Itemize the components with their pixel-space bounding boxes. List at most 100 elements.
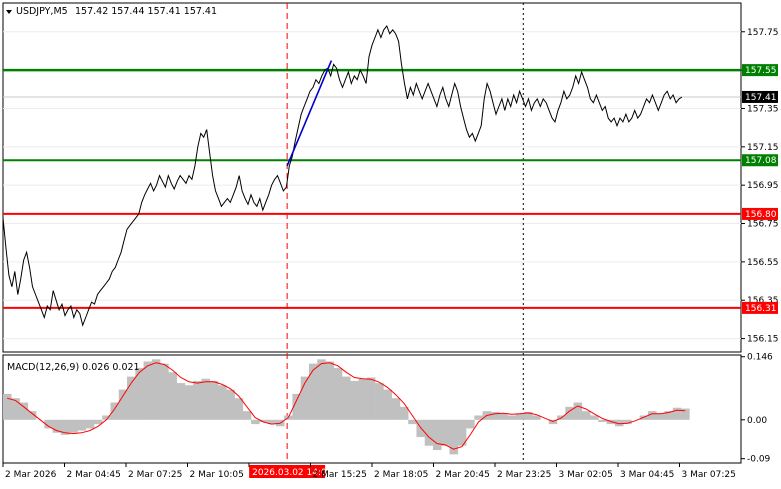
macd-bar [664,411,674,420]
level-tag-bg [742,154,778,167]
macd-bar [408,419,417,425]
price-panel-frame [2,2,742,353]
macd-bar [151,359,161,420]
y-tick-label: 156.35 [747,296,779,306]
macd-bar [474,415,483,420]
horizontal-levels[interactable] [3,68,741,309]
macd-bar [3,393,12,420]
level-tag: 156.80 [745,210,777,220]
macd-signal-line [6,362,686,450]
ohlc-values: 157.42 157.44 157.41 157.41 [75,6,217,17]
macd-bar [573,402,583,420]
price-gridlines [3,31,741,340]
x-tick-label: 2 Mar 23:25 [497,470,551,480]
macd-bar [251,419,260,425]
price-tags: 157.55 157.08 156.80 156.31 157.41 [742,64,778,314]
macd-bar [515,413,525,420]
macd-bar [44,419,53,429]
macd-bar [226,389,235,420]
macd-bar [242,411,252,420]
macd-bar [201,378,211,420]
macd-bar [565,406,574,420]
macd-tick-label: 0.00 [747,416,767,426]
triangle-down-icon[interactable] [6,10,12,14]
x-tick-label: 2 Mar 07:25 [128,470,182,480]
macd-bar [77,419,86,431]
current-price-tag: 157.41 [745,93,777,103]
macd-bar [160,363,169,420]
macd-bar [234,398,244,420]
x-tick-label: 2 Mar 15:25 [313,470,367,480]
macd-bar [366,377,376,420]
macd-bar [581,411,591,420]
macd-bar [292,393,301,420]
macd-bar [19,402,29,420]
x-tick-label: 3 Mar 02:05 [559,470,613,480]
macd-bar [259,419,268,422]
macd-bar [598,419,607,422]
x-tick-label: 2 Mar 04:45 [67,470,121,480]
macd-bar [69,419,78,433]
x-tick-label: 2 Mar 18:05 [374,470,428,480]
macd-bar [85,419,95,429]
macd-bar [110,402,120,420]
macd-bar [656,413,665,420]
x-tick-label: 3 Mar 07:25 [682,470,736,480]
price-line [2,24,683,327]
macd-bar [507,415,516,420]
macd-bar [308,363,318,420]
macd-title: MACD(12,26,9) 0.026 0.021 [7,362,140,373]
macd-bar [135,367,144,420]
macd-bar [143,361,153,420]
y-tick-label: 156.55 [747,258,779,268]
macd-bar [449,419,459,455]
level-tag-bg [742,64,778,77]
macd-bar [614,419,624,427]
macd-bar [623,419,632,425]
macd-bar [300,376,310,420]
macd-bar [267,419,277,425]
macd-bar [184,385,194,420]
macd-bar [466,419,475,429]
macd-bar [342,376,351,420]
macd-bar [11,398,20,420]
macd-bar [590,415,599,420]
macd-bar [383,389,392,420]
macd-bar [127,376,136,420]
macd-bar [523,412,533,420]
highlighted-time-label: 2026.03.02 14:00 [252,468,333,478]
vertical-markers [286,3,524,463]
macd-tick-label: -0.09 [747,455,771,465]
x-tick-label: 2 Mar 20:45 [436,470,490,480]
macd-bar [118,389,128,420]
macd-bar [647,411,657,420]
macd-bar [52,419,62,433]
x-tick-label: 2 Mar 2026 [5,470,57,480]
macd-bar [432,419,442,451]
x-tick-label: 2 Mar 10:05 [190,470,244,480]
macd-histogram [3,359,690,455]
x-tick-label: 3 Mar 04:45 [620,470,674,480]
highlighted-time-tag [249,465,326,478]
macd-bar [441,419,450,446]
y-tick-label: 156.15 [747,335,779,345]
macd-bar [457,419,467,446]
time-axis[interactable]: 2 Mar 2026 2 Mar 04:45 2 Mar 07:25 2 Mar 10… [2,463,736,480]
macd-bar [60,419,70,435]
current-price-tag-bg [742,90,778,103]
macd-bar [176,383,186,420]
y-tick-label: 157.15 [747,143,779,153]
macd-bar [27,411,37,420]
level-tag: 156.31 [745,304,777,314]
macd-bar [391,398,401,420]
symbol-label: USDJPY,M5 [16,6,68,17]
macd-bar [499,413,508,420]
macd-bar [93,419,103,425]
macd-bar [350,380,359,420]
macd-bar [375,383,384,420]
trend-line[interactable] [286,60,333,167]
macd-bar [672,407,682,420]
macd-bar [193,380,202,420]
macd-bar [424,419,434,446]
